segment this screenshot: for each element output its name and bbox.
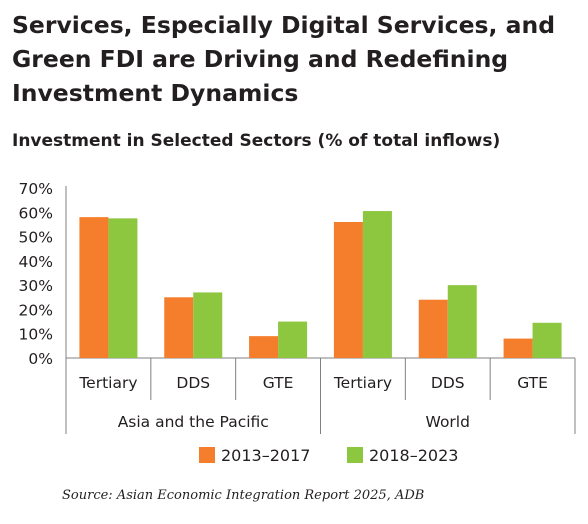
bar-series-2	[193, 292, 223, 358]
bar-series-2	[362, 211, 392, 358]
title-line-3: Investment Dynamics	[12, 79, 299, 107]
y-tick-label: 30%	[19, 277, 53, 295]
bar-series-2	[278, 321, 308, 358]
chart-title: Investment in Selected Sectors (% of tot…	[12, 131, 501, 151]
bar-series-1	[418, 299, 448, 358]
group-label: Asia and the Pacific	[118, 413, 269, 431]
bar-series-1	[79, 217, 109, 358]
title-line-1: Services, Especially Digital Services, a…	[12, 11, 556, 39]
x-tick-label: DDS	[431, 374, 465, 392]
y-tick-label: 40%	[19, 253, 53, 271]
legend-swatch	[199, 447, 215, 463]
legend-swatch	[347, 447, 363, 463]
legend-label: 2018–2023	[369, 446, 458, 465]
title-line-2: Green FDI are Driving and Redefining	[12, 45, 509, 73]
x-tick-label: Tertiary	[78, 374, 137, 392]
x-tick-label: GTE	[517, 374, 548, 392]
source-note: Source: Asian Economic Integration Repor…	[62, 488, 425, 503]
y-tick-label: 70%	[19, 180, 53, 198]
y-tick-label: 50%	[19, 229, 53, 247]
y-tick-label: 10%	[19, 326, 53, 344]
bar-series-1	[249, 336, 279, 358]
x-tick-label: GTE	[263, 374, 294, 392]
bar-series-2	[532, 322, 562, 358]
bar-series-1	[164, 297, 194, 358]
group-label: World	[426, 413, 470, 431]
y-tick-label: 20%	[19, 301, 53, 319]
x-tick-label: Tertiary	[333, 374, 392, 392]
x-tick-label: DDS	[176, 374, 210, 392]
bar-series-2	[108, 218, 138, 358]
y-tick-label: 60%	[19, 204, 53, 222]
y-tick-label: 0%	[28, 350, 53, 368]
legend-label: 2013–2017	[221, 446, 310, 465]
bar-series-1	[503, 338, 533, 358]
bar-series-1	[333, 222, 363, 358]
bar-series-2	[447, 285, 477, 358]
page-title: Services, Especially Digital Services, a…	[12, 8, 582, 110]
